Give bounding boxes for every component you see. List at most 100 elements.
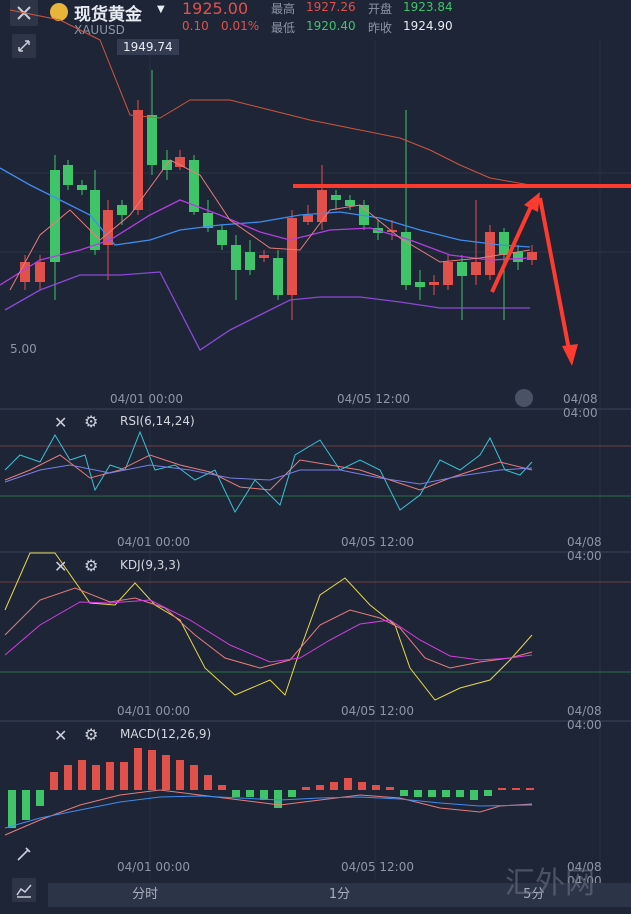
macd-bar: [50, 772, 58, 790]
candle-body: [499, 232, 509, 255]
macd-bar: [428, 790, 436, 797]
candle-body: [175, 157, 185, 167]
macd-bar: [260, 790, 268, 800]
candle-body: [317, 190, 327, 222]
candle-body: [217, 230, 227, 245]
open-label: 开盘: [368, 2, 393, 16]
rsi-x-label-2: 04/05 12:00: [341, 535, 414, 549]
kdj-d-line: [4, 599, 533, 663]
candle-body: [231, 245, 241, 270]
macd-bar: [512, 788, 520, 790]
macd-bar: [372, 785, 380, 790]
macd-bar: [246, 790, 254, 797]
rsi-close-icon[interactable]: ✕: [54, 413, 68, 432]
macd-histogram: [8, 748, 534, 828]
tab-1min[interactable]: 1分: [328, 887, 351, 902]
candle-body: [35, 262, 45, 282]
collapse-button[interactable]: [12, 34, 36, 58]
prev-close-value: 1924.90: [403, 19, 453, 33]
macd-bar: [36, 790, 44, 806]
current-price: 1925.00: [182, 0, 249, 18]
gold-icon: [50, 3, 68, 21]
open-value: 1923.84: [403, 0, 453, 14]
candle-body: [203, 213, 213, 228]
macd-bar: [442, 790, 450, 797]
macd-bar: [526, 788, 534, 790]
macd-x-label-1: 04/01 00:00: [117, 860, 190, 874]
chevron-down-icon[interactable]: ▼: [157, 4, 165, 15]
record-button[interactable]: [515, 389, 533, 407]
candle-body: [103, 210, 113, 245]
high-value: 1927.26: [306, 0, 356, 14]
tab-5min[interactable]: 5分: [523, 887, 545, 902]
candle-body: [401, 232, 411, 285]
rsi-24-line: [4, 464, 533, 485]
macd-bar: [470, 790, 478, 800]
kdj-x-label-1: 04/01 00:00: [117, 704, 190, 718]
candlesticks: [20, 70, 537, 320]
macd-bar: [106, 762, 114, 790]
macd-bar: [274, 790, 282, 808]
timeframe-bar: 分时 1分 5分: [48, 883, 631, 907]
macd-bar: [400, 790, 408, 796]
rsi-x-label-1: 04/01 00:00: [117, 535, 190, 549]
candle-body: [345, 200, 355, 206]
kdj-x-label-2: 04/05 12:00: [341, 704, 414, 718]
macd-bar: [162, 755, 170, 790]
macd-bar: [22, 790, 30, 820]
kdj-close-icon[interactable]: ✕: [54, 557, 68, 576]
kdj-k-line: [4, 587, 533, 669]
prev-close-label: 昨收: [368, 21, 393, 35]
kdj-label: KDJ(9,3,3): [120, 558, 181, 572]
macd-close-icon[interactable]: ✕: [54, 726, 68, 745]
macd-bar: [232, 790, 240, 797]
candle-body: [133, 110, 143, 210]
rsi-label: RSI(6,14,24): [120, 414, 195, 428]
watermark: 汇外网: [505, 866, 595, 901]
candle-body: [63, 165, 73, 185]
candle-body: [189, 160, 199, 212]
indicator-button[interactable]: [12, 878, 36, 902]
candle-body: [245, 252, 255, 270]
rsi-6-line: [4, 430, 533, 514]
macd-bar: [120, 762, 128, 790]
macd-bar: [288, 790, 296, 797]
ma-purple-line: [0, 199, 531, 286]
peak-price-tag: 1949.74: [117, 39, 179, 55]
high-label: 最高: [271, 2, 296, 16]
macd-bar: [484, 790, 492, 796]
macd-label: MACD(12,26,9): [120, 727, 212, 741]
macd-bar: [92, 765, 100, 790]
kdj-settings-icon[interactable]: ⚙: [84, 556, 99, 575]
price-change: 0.10: [182, 19, 209, 33]
macd-bar: [386, 787, 394, 790]
candle-body: [50, 170, 60, 262]
tab-timeshare[interactable]: 分时: [132, 887, 159, 902]
low-label: 最低: [271, 21, 296, 35]
rsi-settings-icon[interactable]: ⚙: [84, 412, 99, 431]
candle-body: [287, 218, 297, 295]
candle-body: [429, 282, 439, 285]
left-price-label: 5.00: [10, 342, 37, 356]
boll-upper-line: [9, 9, 531, 186]
main-x-label-3: 04/08 04:00: [563, 392, 598, 420]
macd-bar: [330, 782, 338, 790]
macd-bar: [190, 765, 198, 790]
rsi-14-line: [4, 454, 533, 491]
rsi-x-label-3: 04/08 04:00: [567, 535, 602, 563]
main-x-label-1: 04/01 00:00: [110, 392, 183, 406]
candle-body: [303, 215, 313, 222]
boll-lower-line: [4, 271, 530, 351]
macd-settings-icon[interactable]: ⚙: [84, 725, 99, 744]
macd-bar: [204, 775, 212, 790]
candle-body: [415, 282, 425, 287]
macd-bar: [64, 765, 72, 790]
instrument-title[interactable]: 现货黄金: [74, 5, 142, 25]
candle-body: [117, 205, 127, 215]
price-change-pct: 0.01%: [221, 19, 260, 33]
ma-blue-line: [0, 167, 531, 248]
macd-bar: [8, 790, 16, 828]
macd-bar: [148, 750, 156, 790]
draw-tool-button[interactable]: [12, 842, 36, 866]
